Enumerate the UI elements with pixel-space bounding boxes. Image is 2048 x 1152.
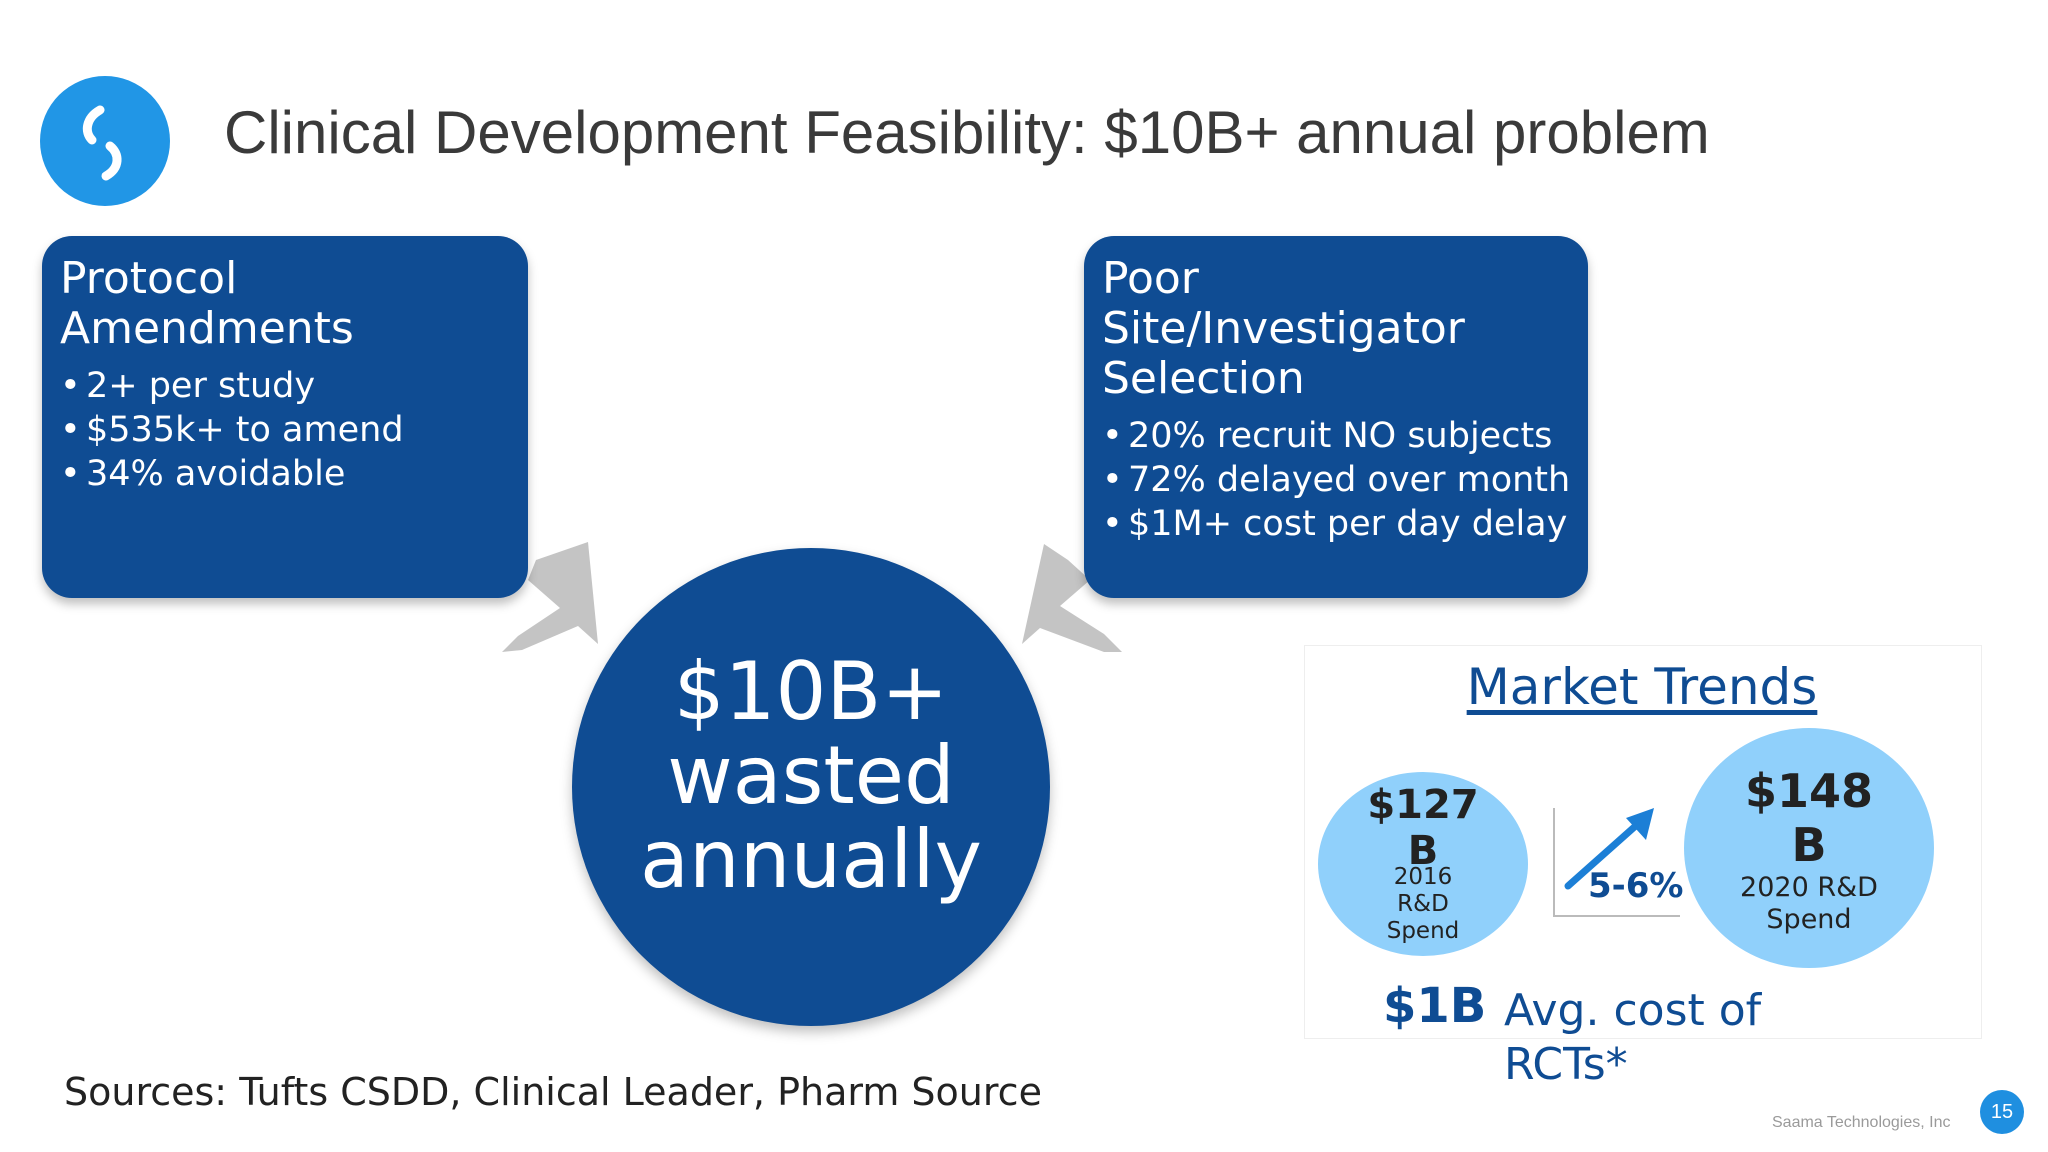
bubble-caption: 2016 R&D Spend [1318, 864, 1528, 945]
card-title: Poor Site/Investigator Selection [1102, 253, 1465, 404]
company-name: Saama Technologies, Inc [1772, 1114, 1951, 1131]
center-line: $10B+ [673, 645, 949, 738]
bubble-value-line: B [1791, 818, 1827, 872]
center-line: wasted [667, 729, 955, 822]
bullet-item: 2+ per study [60, 364, 510, 408]
bullet-list: 20% recruit NO subjects 72% delayed over… [1102, 414, 1570, 546]
center-circle-text: $10B+ wasted annually [572, 650, 1050, 902]
center-circle [572, 548, 1050, 1026]
bubble-caption-line: 2020 R&D [1740, 872, 1878, 903]
bubble-value-line: B [1407, 828, 1439, 874]
growth-rate: 5-6% [1588, 866, 1684, 906]
rct-cost-text: Avg. cost of RCTs* [1504, 985, 1762, 1090]
bullet-item: 34% avoidable [60, 452, 510, 496]
site-selection-card: Poor Site/Investigator Selection 20% rec… [1084, 236, 1588, 598]
bullet-item: 20% recruit NO subjects [1102, 414, 1570, 458]
slide-title: Clinical Development Feasibility: $10B+ … [224, 99, 1710, 166]
bubble-value-line: $127 [1367, 782, 1479, 828]
center-line: annually [640, 813, 982, 906]
bullet-item: $535k+ to amend [60, 408, 510, 452]
card-title: Protocol Amendments [60, 253, 354, 354]
bullet-item: $1M+ cost per day delay [1102, 502, 1570, 546]
bullet-list: 2+ per study $535k+ to amend 34% avoidab… [60, 364, 510, 496]
bubble-caption-line: 2016 [1393, 864, 1453, 890]
bubble-caption-line: Spend [1766, 904, 1852, 935]
bubble-value-line: $148 [1744, 764, 1874, 818]
saama-logo-icon [40, 76, 170, 206]
protocol-amendments-card: Protocol Amendments 2+ per study $535k+ … [42, 236, 528, 598]
bullet-item: 72% delayed over month [1102, 458, 1570, 502]
bubble-caption-line: R&D [1397, 891, 1449, 917]
market-trends-title: Market Trends [1466, 658, 1818, 716]
bubble-value: $127 B [1318, 782, 1528, 874]
bubble-value: $148 B [1684, 764, 1934, 872]
spend-2020-bubble: $148 B 2020 R&D Spend [1684, 728, 1934, 968]
bubble-caption-line: Spend [1386, 918, 1460, 944]
rct-cost-value: $1B [1383, 978, 1487, 1034]
bubble-caption: 2020 R&D Spend [1684, 872, 1934, 936]
spend-2016-bubble: $127 B 2016 R&D Spend [1318, 772, 1528, 956]
page-number-badge: 15 [1980, 1090, 2024, 1134]
sources-footnote: Sources: Tufts CSDD, Clinical Leader, Ph… [64, 1070, 1042, 1114]
